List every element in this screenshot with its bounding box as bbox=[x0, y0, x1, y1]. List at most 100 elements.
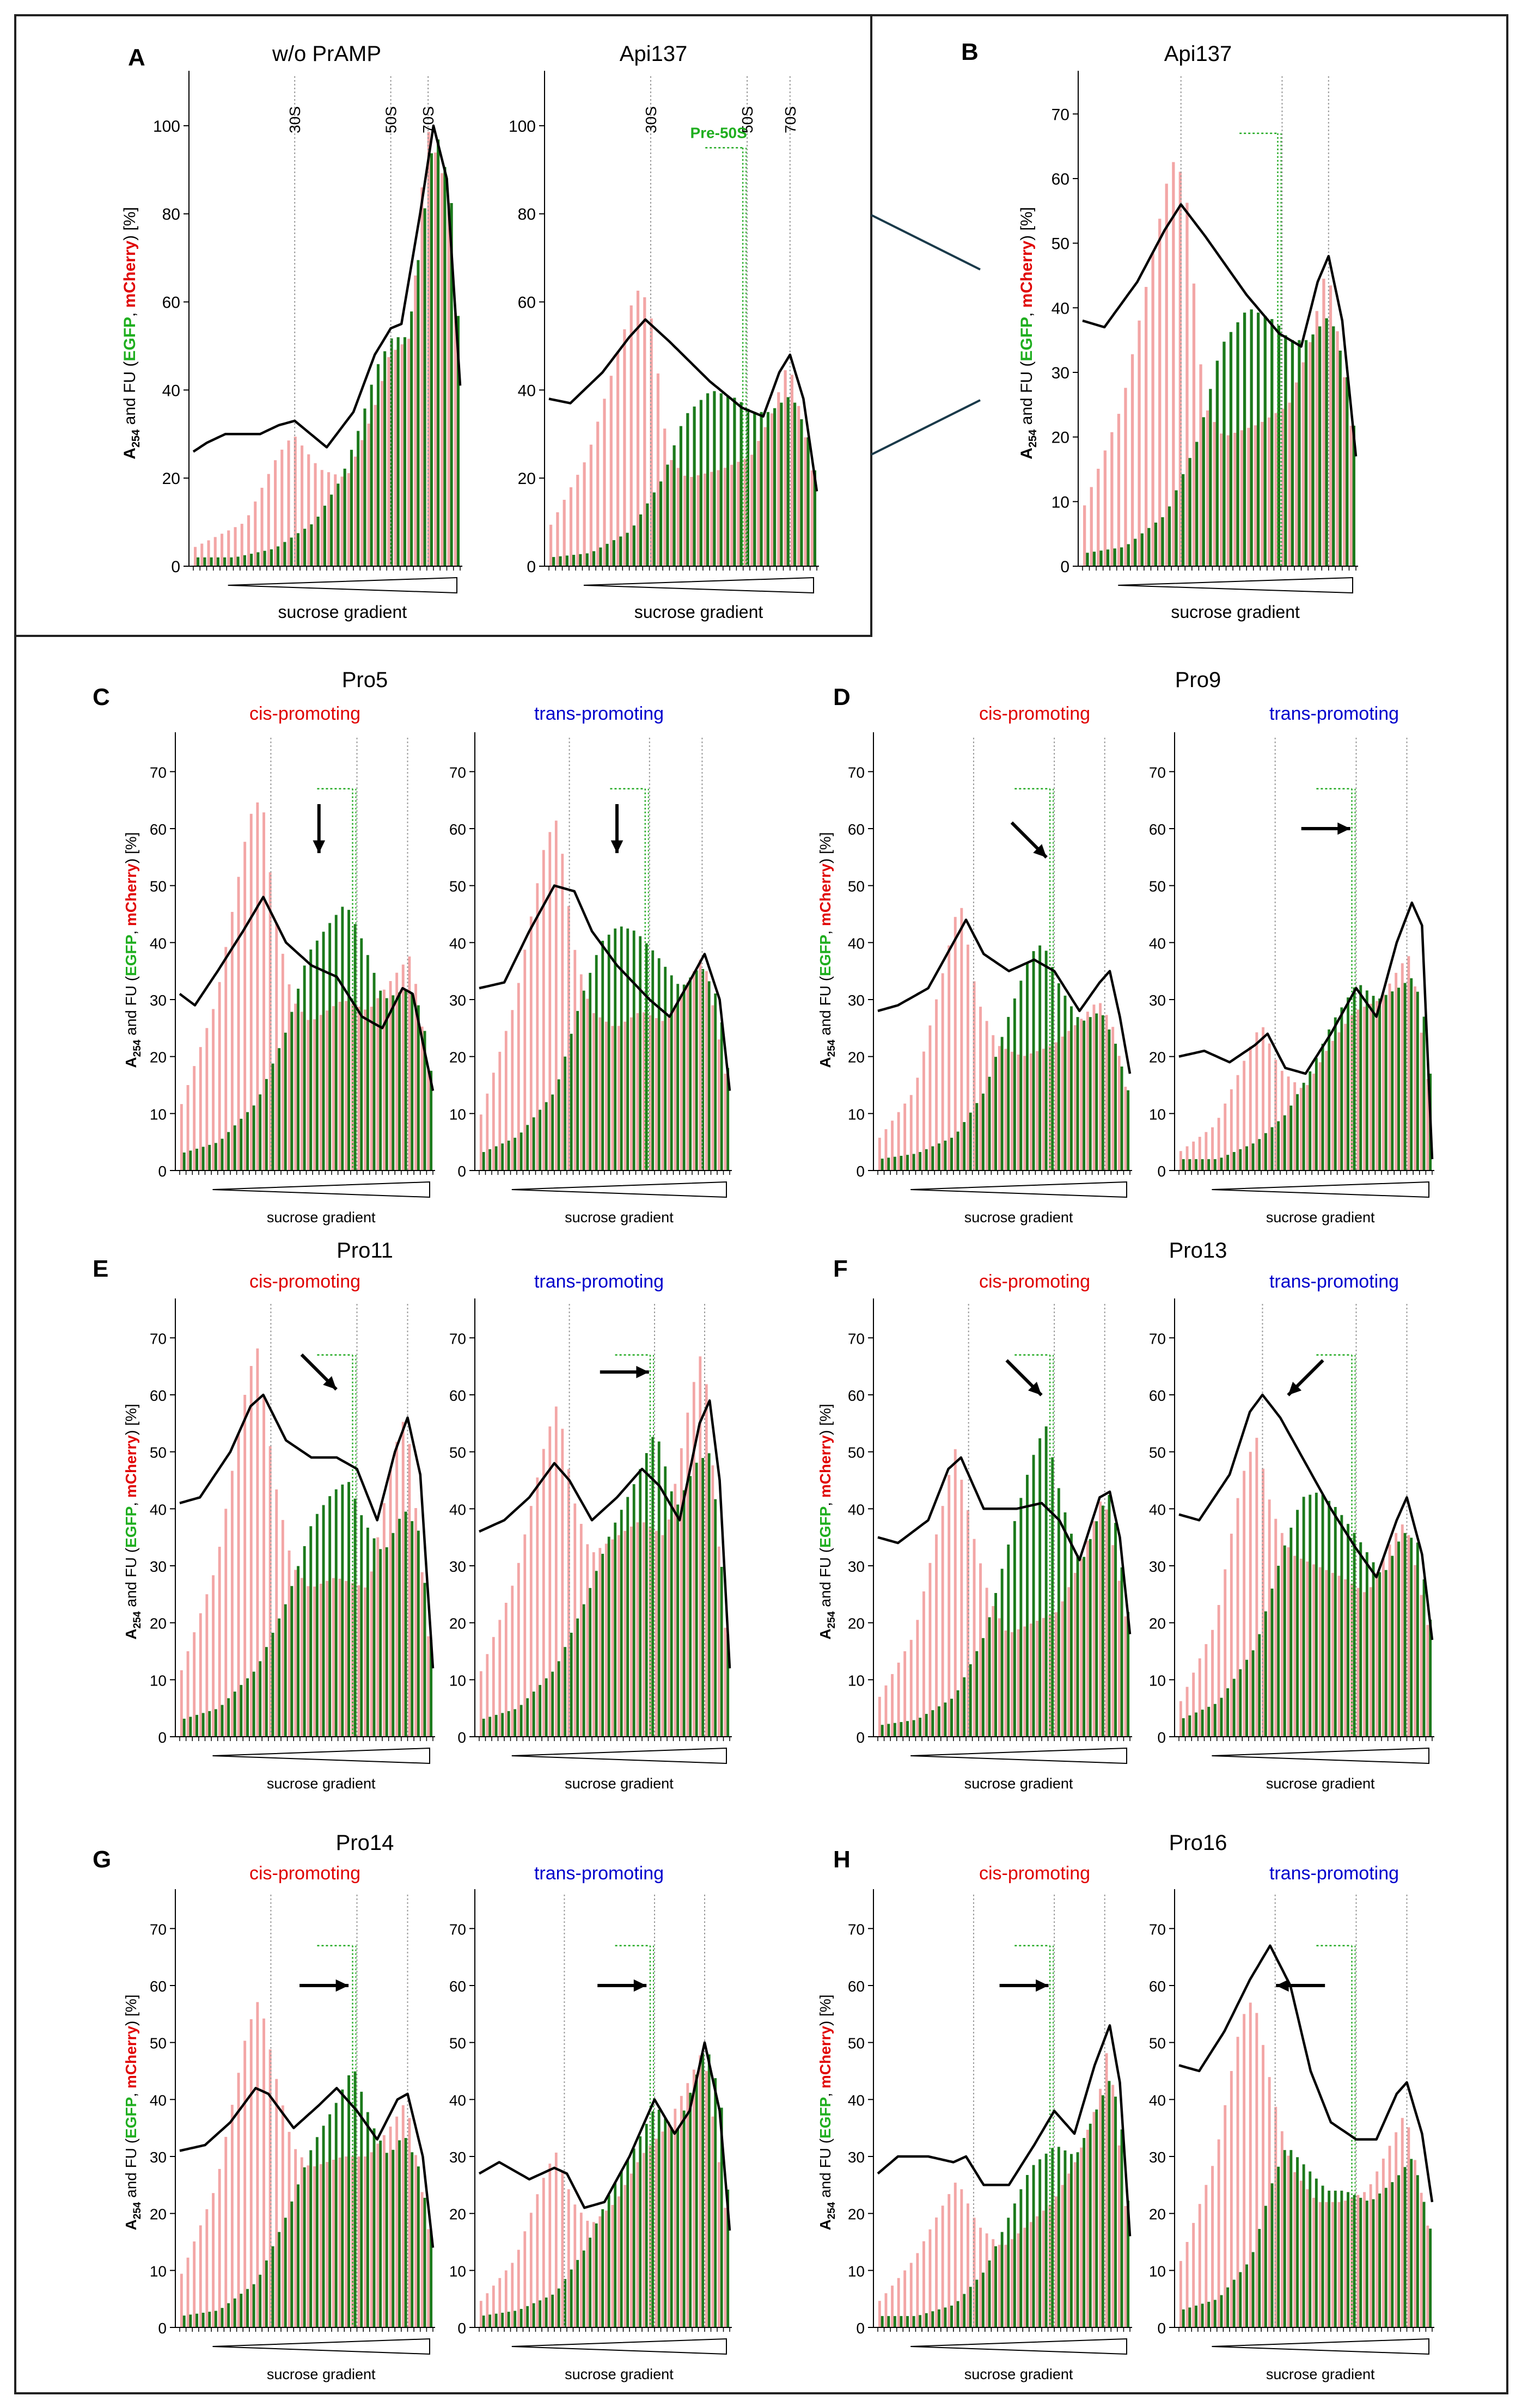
mcherry-bar bbox=[1299, 1088, 1303, 1171]
mcherry-bar bbox=[750, 455, 754, 566]
mcherry-bar bbox=[579, 2213, 583, 2327]
y-tick-label: 0 bbox=[856, 1163, 865, 1180]
mcherry-bar bbox=[395, 972, 399, 1171]
gradient-label: sucrose gradient bbox=[1266, 1775, 1375, 1792]
egfp-bar bbox=[607, 2195, 610, 2327]
egfp-bar bbox=[689, 2092, 692, 2327]
mcherry-bar bbox=[1388, 2146, 1391, 2327]
y-tick-label: 0 bbox=[158, 2320, 167, 2337]
mcherry-bar bbox=[567, 1469, 570, 1737]
egfp-bar bbox=[1315, 2178, 1318, 2327]
y-tick-label: 70 bbox=[1149, 764, 1166, 781]
egfp-bar bbox=[1154, 522, 1158, 566]
mcherry-bar bbox=[434, 152, 437, 566]
mcherry-bar bbox=[370, 1571, 373, 1737]
egfp-bar bbox=[1051, 2148, 1054, 2327]
mcherry-bar bbox=[511, 1585, 514, 1737]
mcherry-bar bbox=[338, 1002, 341, 1171]
mcherry-bar bbox=[948, 1475, 951, 1737]
mcherry-bar bbox=[586, 998, 589, 1171]
egfp-bar bbox=[278, 1048, 281, 1171]
y-tick-label: 10 bbox=[1149, 2263, 1166, 2280]
egfp-bar bbox=[1019, 1498, 1023, 1737]
egfp-bar bbox=[396, 337, 400, 566]
mcherry-bar bbox=[1199, 364, 1202, 566]
mcherry-bar bbox=[1414, 2160, 1416, 2327]
egfp-bar bbox=[501, 1143, 504, 1171]
mcherry-bar bbox=[313, 1586, 316, 1737]
egfp-bar bbox=[1353, 987, 1356, 1171]
egfp-bar bbox=[701, 969, 705, 1171]
y-tick-label: 30 bbox=[1052, 364, 1069, 382]
marker-label-50s: 50S bbox=[739, 106, 756, 133]
egfp-bar bbox=[243, 555, 246, 566]
mcherry-bar bbox=[763, 427, 767, 566]
egfp-bar bbox=[1013, 998, 1016, 1171]
mcherry-bar bbox=[897, 1112, 900, 1171]
mcherry-bar bbox=[370, 2152, 373, 2327]
mcherry-bar bbox=[1226, 435, 1230, 566]
egfp-bar bbox=[398, 2140, 401, 2327]
mcherry-bar bbox=[548, 832, 552, 1171]
egfp-bar bbox=[1239, 1149, 1242, 1171]
mcherry-bar bbox=[536, 1477, 539, 1737]
egfp-bar bbox=[551, 1671, 554, 1737]
mcherry-bar bbox=[563, 500, 566, 566]
y-tick-label: 20 bbox=[162, 470, 180, 488]
egfp-bar bbox=[265, 1079, 268, 1171]
egfp-bar bbox=[1378, 1572, 1382, 1737]
mcherry-bar bbox=[1023, 2227, 1026, 2327]
mcherry-bar bbox=[224, 1509, 228, 1737]
mcherry-bar bbox=[1073, 1573, 1077, 1737]
egfp-bar bbox=[1182, 1718, 1185, 1737]
egfp-bar bbox=[1220, 1698, 1223, 1737]
egfp-bar bbox=[297, 1566, 299, 1737]
egfp-bar bbox=[950, 1137, 953, 1171]
egfp-bar bbox=[482, 1152, 485, 1171]
mcherry-bar bbox=[326, 1580, 329, 1737]
egfp-bar bbox=[1365, 1552, 1368, 1737]
y-tick-label: 20 bbox=[150, 1049, 167, 1066]
mcherry-bar bbox=[777, 392, 780, 566]
egfp-bar bbox=[417, 1530, 420, 1737]
mcherry-bar bbox=[193, 1066, 196, 1171]
panel-letter-h: H bbox=[833, 1846, 851, 1873]
egfp-bar bbox=[1258, 2229, 1261, 2327]
egfp-bar bbox=[1038, 945, 1042, 1171]
mcherry-bar bbox=[611, 1539, 614, 1737]
y-tick-label: 60 bbox=[848, 1978, 865, 1995]
mcherry-bar bbox=[663, 428, 667, 566]
mcherry-bar bbox=[928, 2229, 932, 2327]
mcherry-bar bbox=[992, 1606, 995, 1737]
mcherry-bar bbox=[479, 1671, 482, 1737]
mcherry-bar bbox=[686, 982, 689, 1171]
egfp-bar bbox=[975, 1651, 979, 1737]
mcherry-bar bbox=[395, 2116, 399, 2327]
mcherry-bar bbox=[979, 2227, 982, 2327]
mcherry-bar bbox=[307, 454, 310, 566]
egfp-bar bbox=[532, 1117, 535, 1171]
mcherry-bar bbox=[486, 1654, 489, 1737]
mcherry-bar bbox=[300, 1012, 303, 1171]
egfp-bar bbox=[956, 1131, 959, 1171]
egfp-bar bbox=[195, 1148, 198, 1171]
mcherry-bar bbox=[878, 1137, 881, 1171]
mcherry-bar bbox=[320, 470, 323, 566]
egfp-bar bbox=[1311, 334, 1315, 566]
egfp-bar bbox=[925, 2313, 928, 2327]
egfp-bar bbox=[240, 2294, 243, 2327]
mcherry-bar bbox=[288, 2131, 291, 2327]
egfp-bar bbox=[1127, 1612, 1130, 1737]
egfp-bar bbox=[651, 2111, 655, 2327]
mcherry-bar bbox=[953, 1449, 957, 1737]
mcherry-bar bbox=[357, 2156, 360, 2327]
mcherry-bar bbox=[492, 1637, 495, 1737]
egfp-bar bbox=[1309, 1071, 1312, 1171]
mcherry-bar bbox=[326, 2162, 329, 2327]
egfp-bar bbox=[1338, 351, 1342, 566]
egfp-bar bbox=[195, 1714, 198, 1737]
y-tick-label: 40 bbox=[1149, 2092, 1166, 2109]
egfp-bar bbox=[404, 1511, 407, 1737]
egfp-bar bbox=[1226, 1688, 1230, 1737]
egfp-bar bbox=[632, 930, 635, 1171]
